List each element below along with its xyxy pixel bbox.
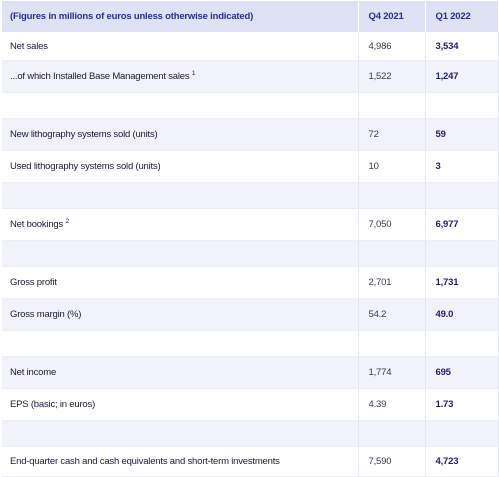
- table-row-used-systems: Used lithography systems sold (units) 10…: [2, 150, 499, 183]
- table-row-cash: End-quarter cash and cash equivalents an…: [2, 446, 499, 477]
- table-row-new-systems: New lithography systems sold (units) 72 …: [2, 118, 499, 151]
- spacer-row: [2, 330, 499, 357]
- spacer-row: [2, 182, 499, 209]
- header-q4-2021: Q4 2021: [358, 1, 426, 32]
- table-row-gross-profit: Gross profit 2,701 1,731: [2, 266, 499, 299]
- header-q1-2022: Q1 2022: [425, 1, 499, 32]
- value-q1-2022: 6,977: [425, 208, 499, 241]
- spacer-row: [2, 240, 499, 267]
- value-q4-2021: 7,590: [358, 446, 426, 477]
- row-label: Net sales: [2, 32, 359, 61]
- table-row-gross-margin: Gross margin (%) 54.2 49.0: [2, 298, 499, 331]
- spacer-row: [2, 92, 499, 119]
- row-label: New lithography systems sold (units): [2, 118, 359, 151]
- value-q1-2022: 59: [425, 118, 499, 151]
- value-q4-2021: 72: [358, 118, 426, 151]
- row-label: ...of which Installed Base Management sa…: [10, 71, 190, 82]
- value-q4-2021: 1,522: [358, 60, 426, 93]
- table-row-installed-base: ...of which Installed Base Management sa…: [2, 60, 499, 93]
- row-label: Net income: [2, 356, 359, 389]
- value-q1-2022: 3: [425, 150, 499, 183]
- value-q4-2021: 10: [358, 150, 426, 183]
- row-label: Used lithography systems sold (units): [2, 150, 359, 183]
- row-label-cell: ...of which Installed Base Management sa…: [2, 60, 359, 93]
- value-q4-2021: 4.39: [358, 388, 426, 421]
- footnote-marker: 2: [65, 217, 70, 225]
- table-row-net-bookings: Net bookings 2 7,050 6,977: [2, 208, 499, 241]
- value-q1-2022: 4,723: [425, 446, 499, 477]
- value-q1-2022: 1.73: [425, 388, 499, 421]
- table-header-row: (Figures in millions of euros unless oth…: [2, 1, 499, 32]
- value-q1-2022: 1,731: [425, 266, 499, 299]
- row-label: EPS (basic; in euros): [2, 388, 359, 421]
- header-description: (Figures in millions of euros unless oth…: [2, 1, 359, 32]
- table-row-net-sales: Net sales 4,986 3,534: [2, 32, 499, 61]
- value-q4-2021: 7,050: [358, 208, 426, 241]
- value-q4-2021: 54.2: [358, 298, 426, 331]
- row-label: End-quarter cash and cash equivalents an…: [2, 446, 359, 477]
- value-q1-2022: 49.0: [425, 298, 499, 331]
- value-q1-2022: 695: [425, 356, 499, 389]
- value-q1-2022: 1,247: [425, 60, 499, 93]
- row-label: Gross profit: [2, 266, 359, 299]
- value-q4-2021: 2,701: [358, 266, 426, 299]
- row-label: Net bookings: [10, 219, 64, 230]
- value-q1-2022: 3,534: [425, 32, 499, 61]
- row-label: Gross margin (%): [2, 298, 359, 331]
- table-row-net-income: Net income 1,774 695: [2, 356, 499, 389]
- table-row-eps: EPS (basic; in euros) 4.39 1.73: [2, 388, 499, 421]
- value-q4-2021: 1,774: [358, 356, 426, 389]
- row-label-cell: Net bookings 2: [2, 208, 359, 241]
- spacer-row: [2, 420, 499, 447]
- footnote-marker: 1: [191, 69, 196, 77]
- value-q4-2021: 4,986: [358, 32, 426, 61]
